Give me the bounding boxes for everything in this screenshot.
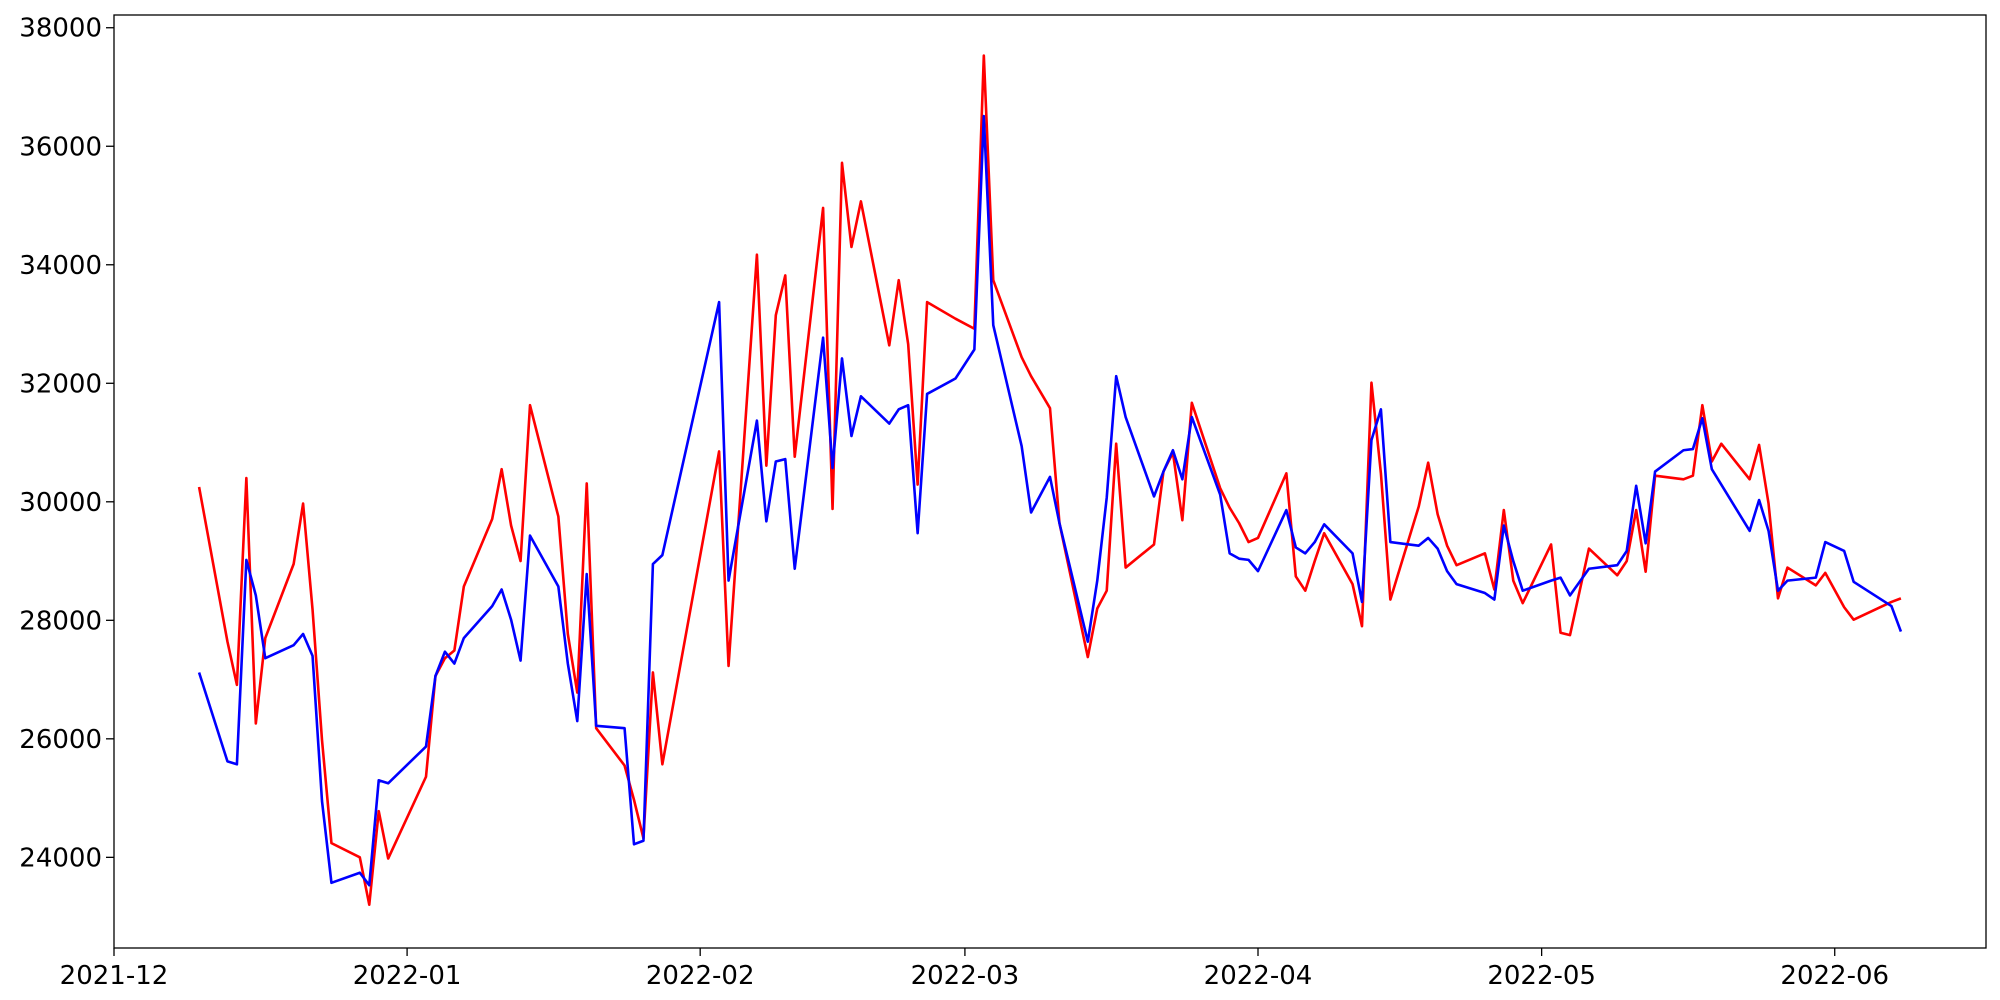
series-line [197,114,1903,887]
y-tick-label: 26000 [19,725,102,755]
x-tick-label: 2022-02 [646,961,755,991]
x-tick-label: 2022-04 [1204,961,1313,991]
x-tick-label: 2022-03 [911,961,1020,991]
series-line [197,54,1902,907]
x-tick-label: 2022-06 [1780,961,1889,991]
y-tick-label: 28000 [19,606,102,636]
y-tick-label: 24000 [19,843,102,873]
y-tick-label: 38000 [19,14,102,44]
x-tick-label: 2022-05 [1487,961,1596,991]
plot-frame [113,14,1987,949]
y-tick-label: 30000 [19,488,102,518]
x-tick-label: 2022-01 [353,961,462,991]
y-tick-label: 34000 [19,251,102,281]
y-tick-label: 36000 [19,132,102,162]
y-tick-label: 32000 [19,369,102,399]
x-tick-label: 2021-12 [60,961,169,991]
